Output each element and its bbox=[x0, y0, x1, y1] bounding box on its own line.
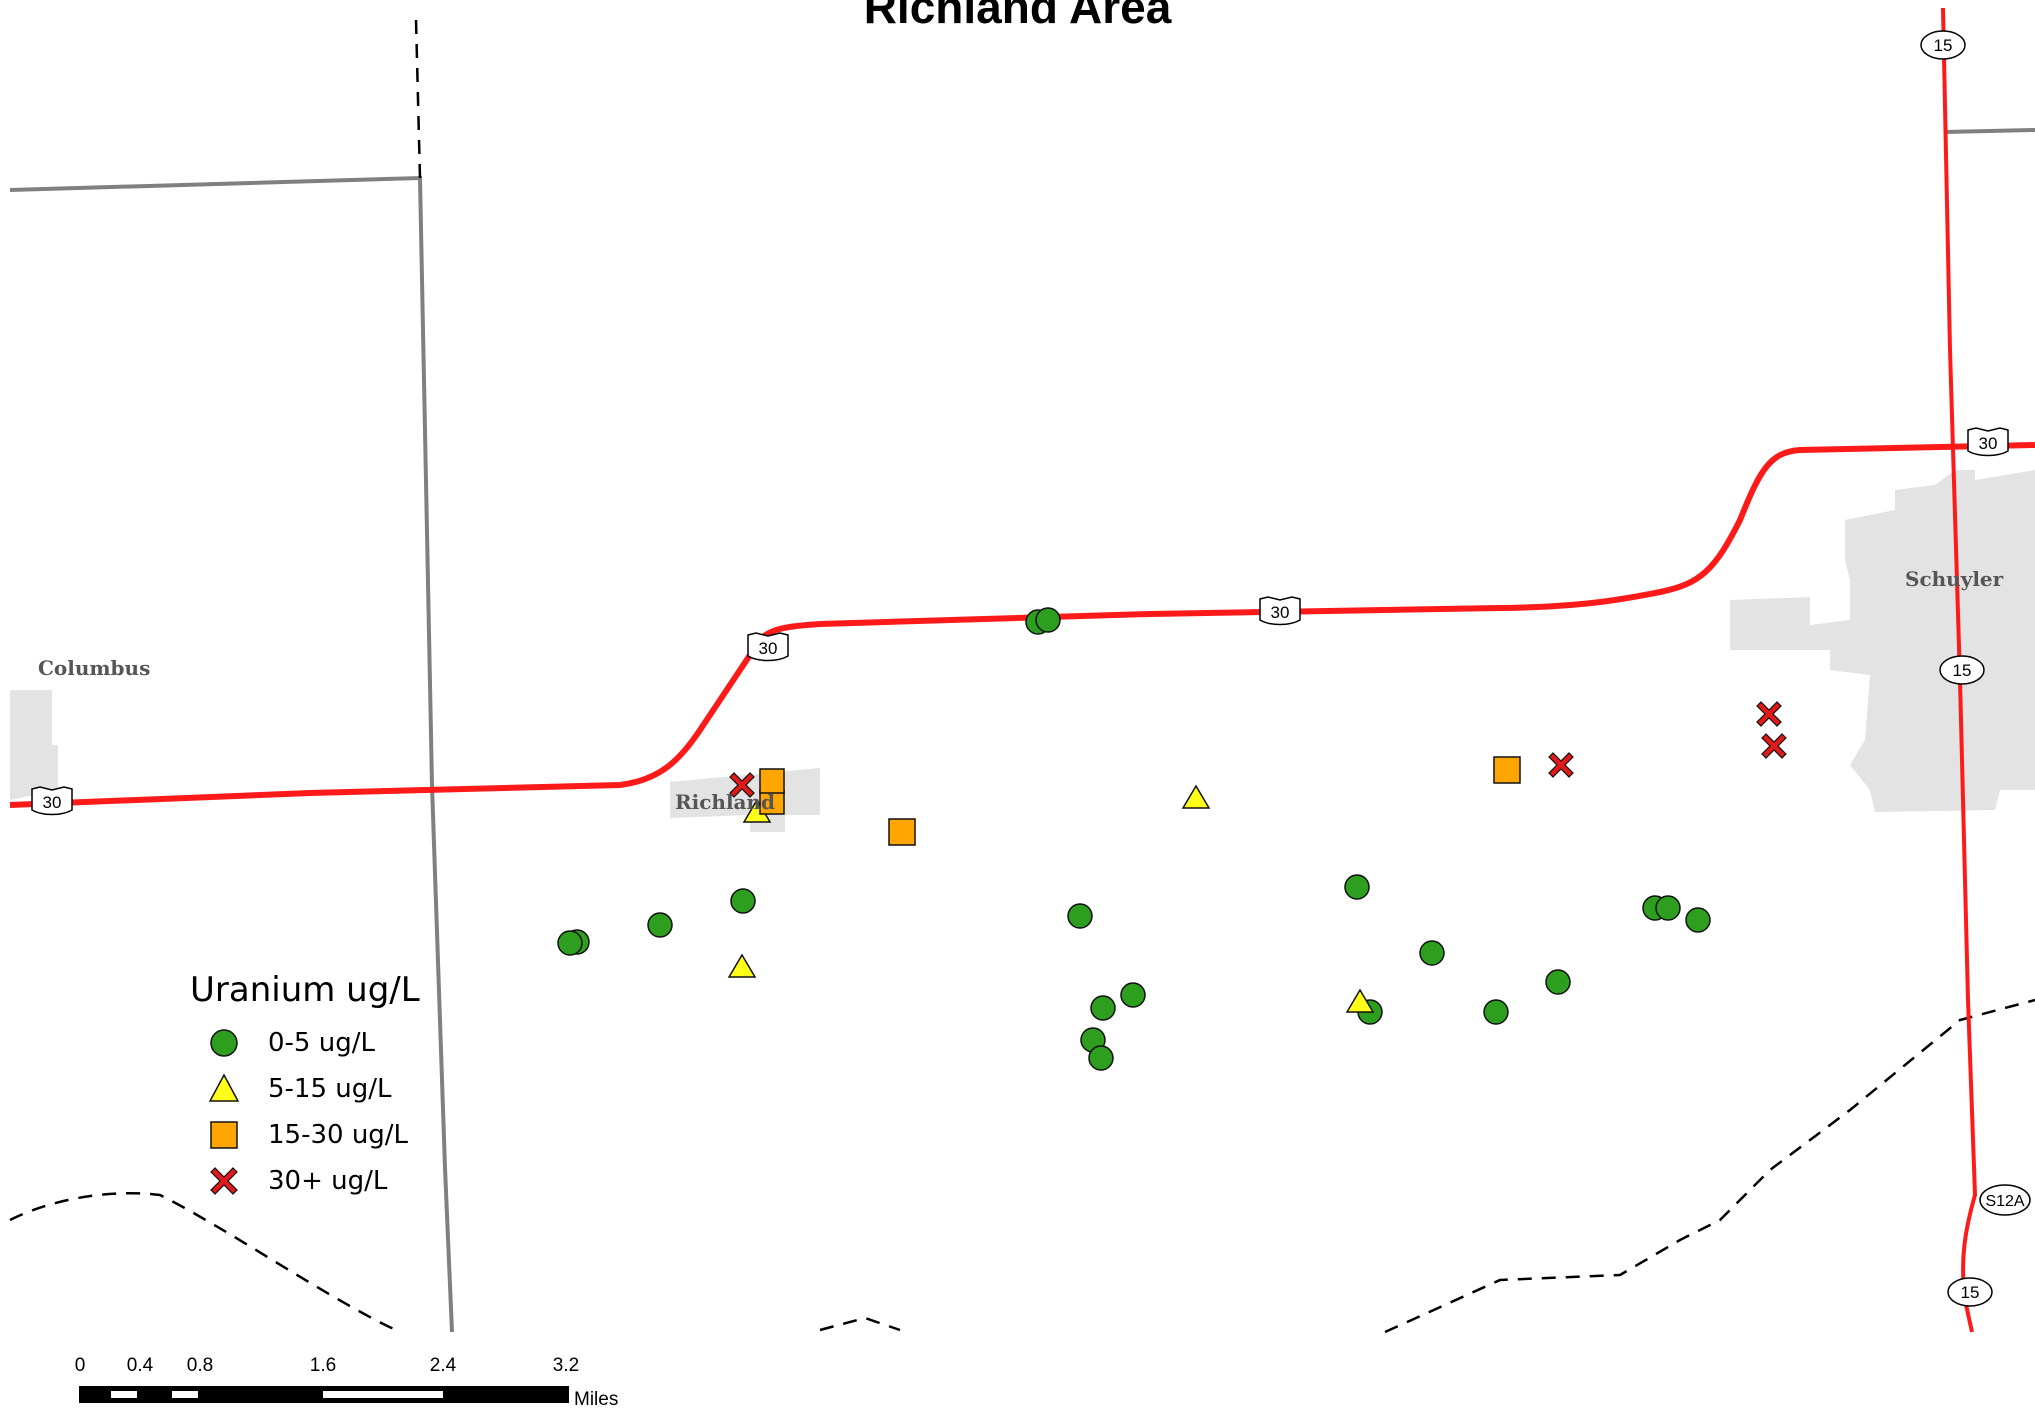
sample-point bbox=[1120, 982, 1146, 1008]
sample-point bbox=[1685, 907, 1711, 933]
sample-point bbox=[1761, 733, 1787, 759]
sample-point bbox=[557, 930, 583, 956]
sample-points-0-5 bbox=[557, 607, 1711, 1071]
svg-text:30: 30 bbox=[1271, 603, 1290, 622]
scale-tick: 2.4 bbox=[429, 1355, 457, 1376]
svg-text:30: 30 bbox=[43, 793, 62, 812]
yellow-triangle-icon bbox=[208, 1073, 240, 1102]
dashed-boundaries bbox=[9, 19, 2035, 1334]
legend-item-0-5: 0-5 ug/L bbox=[190, 1020, 420, 1066]
town-label-columbus: Columbus bbox=[38, 656, 151, 680]
sample-point bbox=[1181, 784, 1211, 809]
sample-point bbox=[1067, 903, 1093, 929]
svg-text:S12A: S12A bbox=[1985, 1193, 2024, 1210]
scale-bar-graphic bbox=[79, 1386, 569, 1403]
green-circle-icon bbox=[210, 1029, 238, 1057]
route-shield: 30 bbox=[1259, 596, 1301, 626]
route-shield: 15 bbox=[1920, 30, 1966, 60]
county-lines bbox=[9, 128, 2035, 1333]
legend-item-15-30: 15-30 ug/L bbox=[190, 1112, 420, 1158]
route-shield: 30 bbox=[747, 632, 789, 662]
red-x-icon bbox=[210, 1167, 238, 1195]
svg-text:15: 15 bbox=[1934, 36, 1953, 55]
sample-point bbox=[1419, 940, 1445, 966]
svg-text:15: 15 bbox=[1961, 1283, 1980, 1302]
legend-item-30-plus: 30+ ug/L bbox=[190, 1158, 420, 1204]
sample-point bbox=[647, 912, 673, 938]
svg-text:30: 30 bbox=[1979, 434, 1998, 453]
sample-point bbox=[1493, 756, 1521, 784]
sample-point bbox=[727, 953, 757, 978]
route-shield: 30 bbox=[31, 786, 73, 816]
legend-label: 5-15 ug/L bbox=[268, 1074, 392, 1104]
legend-item-5-15: 5-15 ug/L bbox=[190, 1066, 420, 1112]
sample-points-5-15 bbox=[727, 784, 1375, 1013]
sample-point bbox=[729, 772, 755, 798]
sample-point bbox=[1090, 995, 1116, 1021]
town-label-richland: Richland bbox=[675, 790, 776, 814]
sample-point bbox=[1344, 874, 1370, 900]
legend-label: 30+ ug/L bbox=[268, 1166, 388, 1196]
scale-tick: 0.8 bbox=[186, 1355, 214, 1376]
scale-tick: 1.6 bbox=[309, 1355, 337, 1376]
svg-text:15: 15 bbox=[1953, 661, 1972, 680]
sample-points-30-plus bbox=[729, 701, 1787, 798]
sample-points-15-30 bbox=[759, 756, 1521, 846]
sample-point bbox=[759, 768, 785, 794]
sample-point bbox=[1756, 701, 1782, 727]
route-shield: 15 bbox=[1939, 655, 1985, 685]
us-30-road bbox=[9, 442, 2035, 808]
sample-point bbox=[1035, 607, 1061, 633]
town-label-schuyler: Schuyler bbox=[1905, 567, 2004, 591]
legend: Uranium ug/L 0-5 ug/L 5-15 ug/L 15-30 ug… bbox=[190, 970, 420, 1204]
sample-point bbox=[1545, 969, 1571, 995]
sample-point bbox=[888, 818, 916, 846]
sample-point bbox=[1655, 895, 1681, 921]
map-title: Richland Area bbox=[863, 0, 1172, 33]
legend-title: Uranium ug/L bbox=[190, 970, 420, 1010]
scale-unit: Miles bbox=[574, 1389, 619, 1410]
sample-point bbox=[1088, 1045, 1114, 1071]
route-shield: 30 bbox=[1967, 427, 2009, 457]
route-shield: S12A bbox=[1979, 1184, 2031, 1216]
legend-label: 15-30 ug/L bbox=[268, 1120, 409, 1150]
sample-point bbox=[1548, 752, 1574, 778]
svg-text:30: 30 bbox=[759, 639, 778, 658]
scale-tick: 3.2 bbox=[552, 1355, 580, 1376]
orange-square-icon bbox=[210, 1121, 238, 1149]
route-shields: 15 15 15 30 30 30 30 S12A bbox=[31, 30, 2031, 1307]
town-areas bbox=[10, 470, 2035, 832]
legend-label: 0-5 ug/L bbox=[268, 1028, 375, 1058]
scale-tick: 0.4 bbox=[126, 1355, 154, 1376]
sample-point bbox=[1483, 999, 1509, 1025]
sample-point bbox=[759, 789, 785, 815]
sample-points bbox=[557, 607, 1787, 1071]
route-shield: 15 bbox=[1947, 1277, 1993, 1307]
scale-tick: 0 bbox=[74, 1355, 86, 1376]
sample-point bbox=[1345, 988, 1375, 1013]
sample-point bbox=[730, 888, 756, 914]
